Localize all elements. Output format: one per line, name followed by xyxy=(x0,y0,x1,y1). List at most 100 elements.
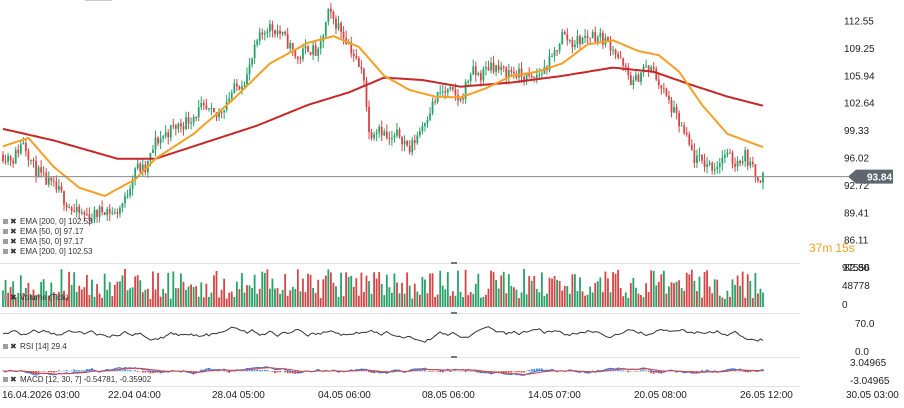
indicator-visibility-icon[interactable] xyxy=(3,239,8,244)
indicator-close-icon[interactable]: ✖ xyxy=(10,217,17,226)
macd-histogram-bar xyxy=(729,368,731,372)
indicator-close-icon[interactable]: ✖ xyxy=(10,227,17,236)
volume-bar xyxy=(736,275,739,307)
volume-bar xyxy=(307,273,309,307)
rsi-visibility-icon[interactable] xyxy=(3,344,8,349)
volume-bar xyxy=(642,297,645,307)
candle-body xyxy=(50,177,53,181)
volume-bar xyxy=(75,292,78,307)
volume-bar xyxy=(749,280,752,307)
volume-bar xyxy=(322,279,325,307)
candle-body xyxy=(668,95,670,100)
candle-body xyxy=(9,156,12,161)
volume-bar xyxy=(561,290,564,307)
price-tick-label: 105.94 xyxy=(844,71,875,82)
volume-bar xyxy=(35,295,37,307)
volume-bar xyxy=(370,293,373,307)
volume-bar xyxy=(444,289,447,307)
macd-histogram-bar xyxy=(418,369,421,372)
candle-body xyxy=(393,135,396,138)
volume-bar xyxy=(129,288,131,307)
indicator-visibility-icon[interactable] xyxy=(3,249,8,254)
volume-close-icon[interactable]: ✖ xyxy=(10,293,17,302)
rsi-resize-handle[interactable] xyxy=(451,312,457,314)
candle-body xyxy=(533,76,536,78)
volume-bar xyxy=(505,293,508,307)
indicator-close-icon[interactable]: ✖ xyxy=(10,247,17,256)
candle-body xyxy=(45,172,48,185)
candle-body xyxy=(60,186,63,192)
macd-histogram-bar xyxy=(467,370,470,372)
macd-histogram-bar xyxy=(451,370,454,372)
candle-body xyxy=(673,107,675,113)
volume-bar xyxy=(439,270,442,307)
indicator-visibility-icon[interactable] xyxy=(3,219,8,224)
volume-bar xyxy=(635,287,637,307)
candle-body xyxy=(487,67,490,71)
volume-bar xyxy=(411,298,414,307)
volume-bar xyxy=(523,269,525,307)
macd-histogram-bar xyxy=(276,371,279,373)
volume-bar xyxy=(380,283,383,307)
volume-visibility-icon[interactable] xyxy=(3,295,8,300)
candle-body xyxy=(678,112,681,127)
candle-body xyxy=(274,30,276,35)
indicator-visibility-icon[interactable] xyxy=(3,229,8,234)
volume-resize-handle[interactable] xyxy=(451,262,457,264)
ema-200-line xyxy=(2,66,764,160)
macd-histogram-bar xyxy=(55,371,58,372)
candle-body xyxy=(619,57,622,59)
volume-bar xyxy=(472,294,475,307)
macd-histogram-bar xyxy=(510,371,513,373)
candle-body xyxy=(510,70,513,72)
volume-bar xyxy=(345,272,348,307)
candle-body xyxy=(19,144,22,154)
volume-bar xyxy=(401,282,403,307)
volume-bar xyxy=(304,292,307,307)
volume-bar xyxy=(60,269,63,307)
candle-body xyxy=(195,116,198,118)
macd-resize-handle[interactable] xyxy=(451,356,457,358)
macd-histogram-bar xyxy=(749,371,752,372)
macd-histogram-bar xyxy=(693,371,696,373)
indicator-close-icon[interactable]: ✖ xyxy=(10,237,17,246)
macd-visibility-icon[interactable] xyxy=(3,377,8,382)
macd-axis: 3.04965 -3.04965 xyxy=(850,358,890,387)
candle-body xyxy=(706,164,708,167)
volume-bar xyxy=(202,297,205,307)
candle-body xyxy=(40,167,43,173)
rsi-close-icon[interactable]: ✖ xyxy=(10,342,17,351)
macd-histogram-bar xyxy=(83,370,86,372)
time-axis: 16.04.2026 03:00 22.04 04:00 28.04 05:00 04… xyxy=(2,390,899,401)
volume-bar xyxy=(706,270,708,307)
macd-tick-label: 3.04965 xyxy=(850,358,887,369)
macd-histogram-bar xyxy=(126,370,129,372)
macd-histogram-bar xyxy=(619,370,622,372)
price-axis: 112.55 109.25 105.94 102.64 99.33 96.02 92.72 8… xyxy=(844,17,875,274)
volume-bar xyxy=(485,294,487,307)
volume-bar xyxy=(24,287,27,307)
volume-bar xyxy=(566,285,569,307)
candle-body xyxy=(711,162,714,171)
candle-body xyxy=(202,103,205,106)
volume-tick-label: 0 xyxy=(842,300,848,311)
candle-body xyxy=(757,177,759,181)
candle-body xyxy=(332,11,335,19)
macd-histogram-bar xyxy=(441,371,444,373)
volume-bar xyxy=(568,293,571,307)
candle-body xyxy=(431,101,434,114)
volume-bar xyxy=(416,291,419,307)
candle-body xyxy=(751,161,754,165)
volume-bar xyxy=(538,292,541,307)
candle-body xyxy=(474,66,477,75)
candle-body xyxy=(52,180,55,182)
volume-bar xyxy=(431,273,434,307)
macd-tick-label: -3.04965 xyxy=(850,376,890,387)
macd-close-icon[interactable]: ✖ xyxy=(10,375,17,384)
candle-body xyxy=(131,179,134,189)
macd-histogram-bar xyxy=(378,371,381,374)
macd-histogram-bar xyxy=(119,368,121,372)
volume-bar xyxy=(596,281,599,307)
macd-histogram-bar xyxy=(284,371,287,373)
